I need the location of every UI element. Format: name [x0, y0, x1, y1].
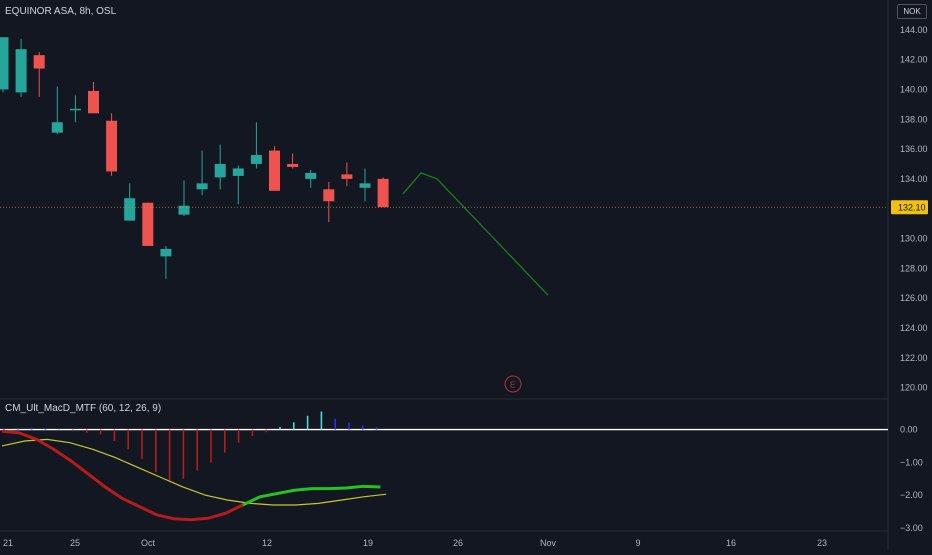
- time-tick-label: 26: [453, 538, 463, 548]
- indicator-tick-label: −1.00: [900, 457, 923, 467]
- candle-body: [305, 172, 317, 179]
- macd-line-up: [242, 484, 381, 507]
- last-price-label: 132.10: [898, 203, 926, 213]
- candle-body: [232, 168, 244, 176]
- time-tick-label: 25: [70, 538, 80, 548]
- macd-line-down: [1, 429, 244, 522]
- candle-body: [359, 183, 371, 188]
- indicator-tick-label: 0.00: [900, 425, 918, 435]
- candle-body: [106, 120, 118, 172]
- price-tick-label: 126.00: [900, 293, 928, 303]
- candle-body: [341, 174, 353, 179]
- price-tick-label: 130.00: [900, 234, 928, 244]
- time-tick-label: 9: [635, 538, 640, 548]
- time-tick-label: 23: [817, 538, 827, 548]
- earnings-marker: [504, 375, 522, 393]
- price-tick-label: 136.00: [900, 144, 928, 154]
- price-tick-label: 122.00: [900, 353, 928, 363]
- time-tick-label: 19: [363, 538, 373, 548]
- price-tick-label: 138.00: [900, 114, 928, 124]
- candle-body: [269, 150, 280, 191]
- indicator-tick-label: −3.00: [900, 523, 923, 533]
- candle-body: [88, 90, 99, 114]
- price-tick-label: 124.00: [900, 323, 928, 333]
- time-tick-label: 16: [726, 538, 736, 548]
- candle-body: [178, 205, 190, 215]
- time-tick-label: Nov: [540, 538, 557, 548]
- time-tick-label: 21: [3, 538, 13, 548]
- price-tick-label: 120.00: [900, 383, 928, 393]
- last-price-badge: [891, 200, 928, 215]
- candle-body: [250, 155, 262, 164]
- indicator-tick-label: −2.00: [900, 490, 923, 500]
- candle-body: [33, 55, 45, 69]
- candle-body: [124, 198, 136, 221]
- candle-body: [142, 202, 154, 246]
- price-tick-label: 128.00: [900, 263, 928, 273]
- candle-body: [377, 178, 389, 208]
- indicator-title: CM_Ult_MacD_MTF (60, 12, 26, 9): [5, 403, 162, 414]
- symbol-title: EQUINOR ASA, 8h, OSL: [5, 6, 117, 17]
- projection-line: [402, 172, 549, 296]
- candle-body: [287, 163, 299, 167]
- price-tick-label: 144.00: [900, 25, 928, 35]
- price-tick-label: 140.00: [900, 84, 928, 94]
- candle-body: [0, 37, 9, 90]
- candle-body: [51, 122, 63, 133]
- candle-body: [160, 248, 172, 257]
- time-tick-label: 12: [262, 538, 272, 548]
- candle-body: [196, 183, 208, 190]
- candle-body: [15, 49, 27, 93]
- price-tick-label: 134.00: [900, 174, 928, 184]
- price-tick-label: 142.00: [900, 55, 928, 65]
- earnings-marker-label: E: [510, 381, 515, 390]
- currency-badge[interactable]: NOK: [897, 4, 927, 19]
- candle-body: [323, 189, 335, 202]
- candle-body: [214, 163, 226, 178]
- signal-line: [1, 438, 387, 506]
- candle-body: [69, 108, 81, 111]
- time-tick-label: Oct: [141, 538, 156, 548]
